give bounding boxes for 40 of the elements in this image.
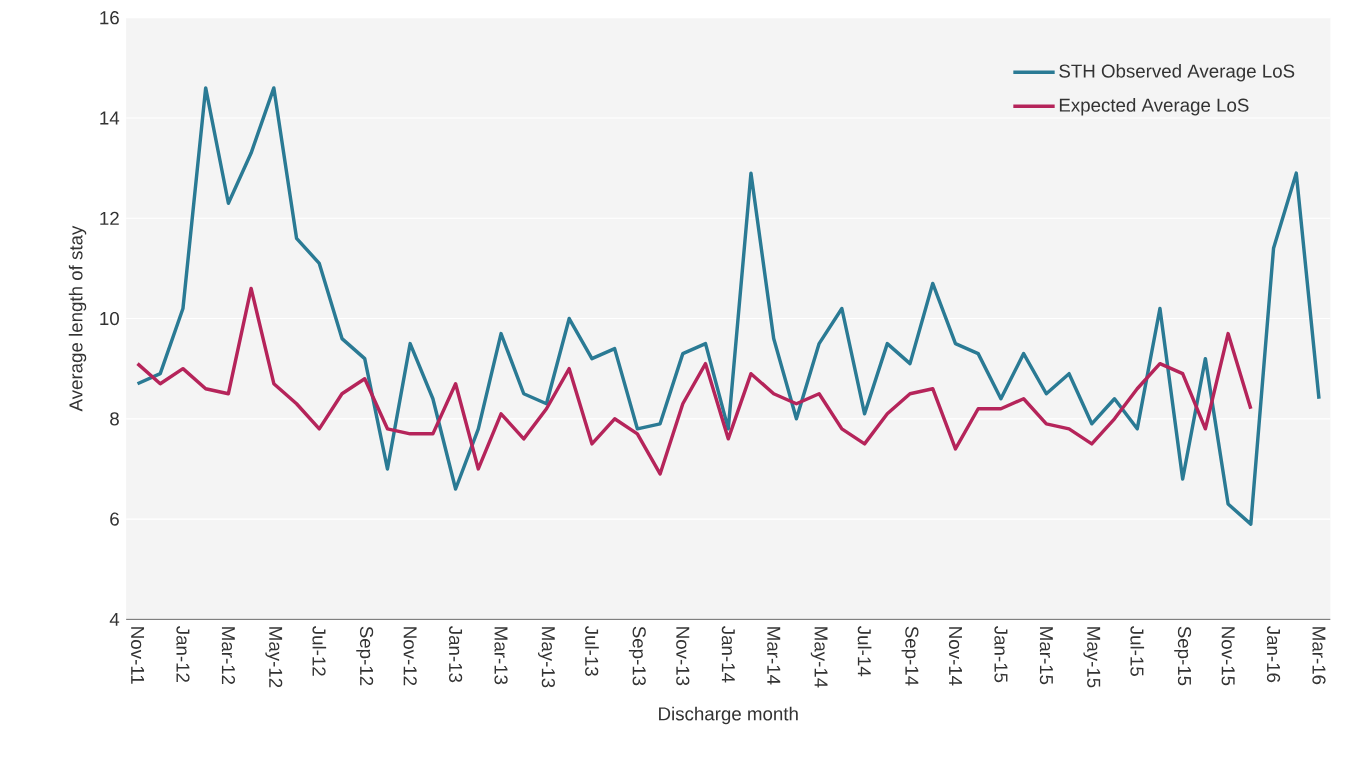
- x-tick-label: Jan-12: [176, 626, 190, 682]
- x-tick-label: Jan-16: [1266, 626, 1281, 683]
- y-axis-title: Average length of stay: [68, 225, 87, 412]
- x-tick-label: Nov-15: [1221, 627, 1235, 686]
- x-tick-label: May-12: [265, 627, 283, 688]
- x-tick-label: Mar-16: [1312, 627, 1326, 685]
- x-tick-label: Sep-15: [1174, 626, 1192, 686]
- x-tick-label: Nov-11: [130, 627, 145, 684]
- x-tick-label: May-14: [810, 627, 828, 688]
- y-tick-label: 6: [110, 512, 119, 526]
- x-tick-label: Jul-12: [312, 626, 327, 676]
- x-tick-label: Jan-13: [448, 626, 463, 683]
- x-tick-label: Sep-12: [356, 626, 374, 686]
- x-tick-label: May-13: [538, 627, 555, 688]
- x-tick-label: Jul-15: [1130, 626, 1145, 676]
- x-tick-label: Jan-14: [721, 626, 735, 683]
- x-tick-label: Nov-14: [948, 627, 962, 686]
- y-tick-label: 16: [100, 11, 119, 25]
- x-tick-label: Mar-14: [767, 627, 781, 685]
- y-tick-label: 4: [109, 612, 120, 626]
- x-tick-label: Mar-12: [221, 627, 236, 685]
- legend-label: STH Observed Average LoS: [1059, 63, 1295, 82]
- x-tick-label: Mar-15: [1039, 627, 1053, 685]
- x-tick-label: Jan-15: [994, 626, 1008, 683]
- x-tick-label: Nov-12: [403, 627, 417, 686]
- legend-label: Expected Average LoS: [1059, 98, 1249, 116]
- line-series: [135, 86, 1321, 526]
- x-tick-label: Jul-13: [585, 626, 599, 676]
- x-tick-label: Nov-13: [676, 627, 690, 686]
- x-tick-label: May-15: [1083, 627, 1101, 688]
- line-series: [135, 286, 1253, 476]
- x-tick-label: Sep-14: [901, 626, 919, 686]
- y-tick-label: 8: [110, 412, 119, 426]
- y-tick-label: 14: [100, 111, 120, 125]
- x-axis-title: Discharge month: [659, 706, 798, 725]
- x-tick-label: Jul-14: [857, 626, 872, 677]
- y-tick-label: 10: [100, 311, 119, 326]
- x-tick-label: Sep-13: [628, 626, 646, 686]
- x-tick-label: Mar-13: [494, 627, 508, 685]
- y-tick-label: 12: [100, 211, 119, 225]
